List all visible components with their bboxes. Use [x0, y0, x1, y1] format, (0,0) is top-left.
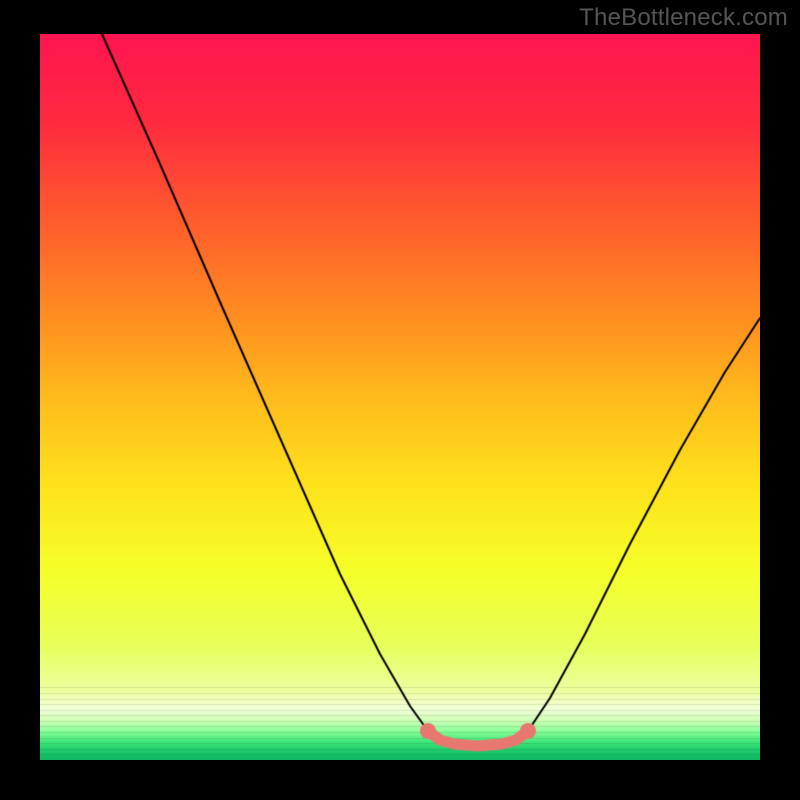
bottleneck-chart-canvas: [40, 34, 760, 760]
plot-area: [40, 34, 760, 760]
watermark-text: TheBottleneck.com: [579, 4, 788, 32]
chart-frame: TheBottleneck.com: [0, 0, 800, 800]
